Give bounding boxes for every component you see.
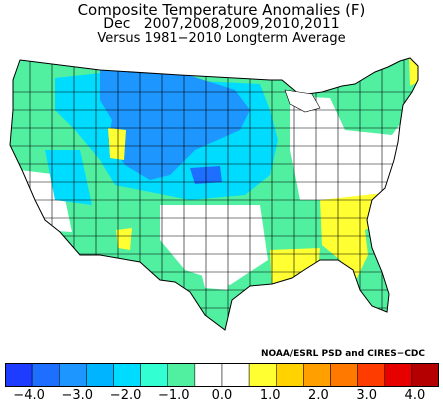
color-scale-bar xyxy=(5,363,439,387)
color-swatch xyxy=(303,363,331,387)
region-near-normal-south-central xyxy=(160,205,268,285)
map-subtitle-period: Dec 2007,2008,2009,2010,2011 xyxy=(103,16,340,32)
map-subtitle-baseline: Versus 1981−2010 Longterm Average xyxy=(97,31,346,46)
tick-label: 0.0 xyxy=(211,388,233,403)
color-swatch xyxy=(31,363,60,387)
tick-label: −1.0 xyxy=(158,388,190,403)
tick-label: −3.0 xyxy=(61,388,94,403)
region-strong-cold-north-central xyxy=(100,70,250,180)
region-near-normal-east xyxy=(290,96,418,200)
region-warm-southern-california xyxy=(40,232,56,250)
us-anomaly-map xyxy=(9,57,419,331)
color-swatch xyxy=(167,363,196,387)
tick-label: 3.0 xyxy=(356,388,378,403)
region-near-normal-texas xyxy=(200,268,230,290)
color-swatch xyxy=(194,363,223,387)
anomaly-fill-regions xyxy=(10,58,418,330)
tick-label: 2.0 xyxy=(308,388,329,403)
division-grid xyxy=(10,58,418,330)
tick-label: 4.0 xyxy=(404,388,426,403)
tick-label: 1.0 xyxy=(259,388,281,403)
color-bar-frame xyxy=(5,363,439,387)
color-swatch xyxy=(140,363,169,387)
color-swatch xyxy=(248,363,277,387)
color-swatch xyxy=(5,363,33,387)
region-warm-new-mexico xyxy=(116,228,132,250)
us-outline xyxy=(9,57,419,331)
color-swatch xyxy=(357,363,386,387)
color-swatch xyxy=(113,363,141,387)
color-scale-tick-labels: −4.0 −3.0 −2.0 −1.0 0.0 1.0 2.0 3.0 4.0 xyxy=(0,388,443,403)
color-swatch xyxy=(330,363,358,387)
color-swatch xyxy=(59,363,87,387)
color-swatch xyxy=(384,363,413,387)
great-lakes xyxy=(284,89,321,113)
color-swatch xyxy=(221,363,250,387)
tick-label: −4.0 xyxy=(13,388,45,403)
tick-label: −2.0 xyxy=(109,388,142,403)
data-source-credit: NOAA/ESRL PSD and CIRES−CDC xyxy=(260,349,425,359)
color-swatch xyxy=(86,363,114,387)
color-swatch xyxy=(411,363,439,387)
color-swatch xyxy=(276,363,304,387)
map-title: Composite Temperature Anomalies (F) xyxy=(77,1,366,19)
region-warm-southwest-wyoming xyxy=(108,128,126,160)
